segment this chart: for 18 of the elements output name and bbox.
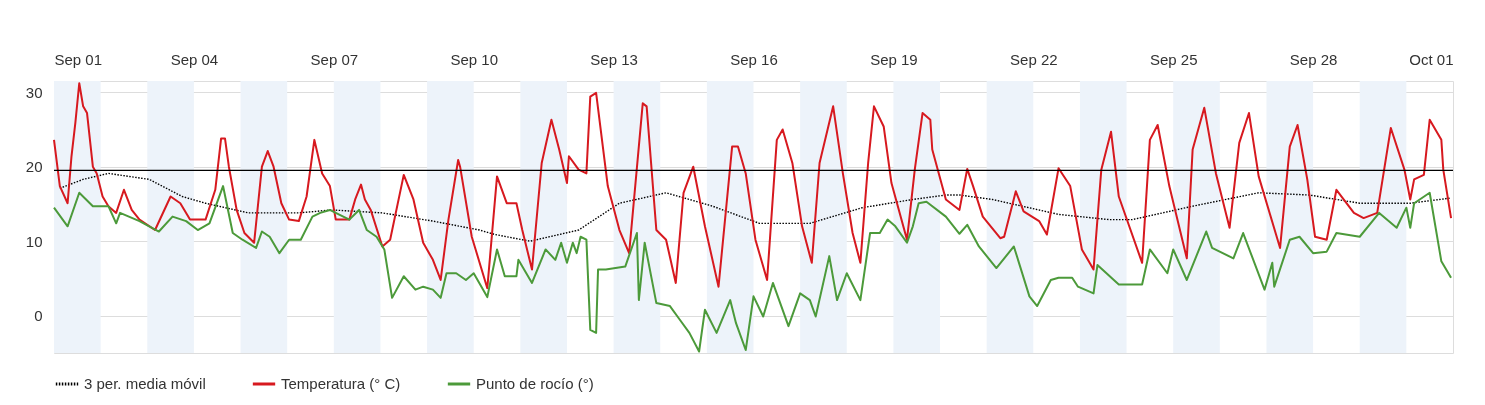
x-tick-label: Sep 01: [54, 50, 103, 68]
x-tick-label: Oct 01: [1409, 50, 1454, 68]
x-tick-label: Sep 28: [1289, 50, 1338, 68]
y-tick-label: 10: [25, 232, 43, 250]
x-tick-label: Sep 22: [1010, 50, 1058, 68]
x-tick-label: Sep 07: [310, 50, 359, 68]
y-tick-label: 0: [34, 307, 43, 325]
x-tick-label: Sep 16: [730, 50, 778, 68]
legend-label: Temperatura (° C): [281, 375, 401, 392]
legend-label: Punto de rocío (°): [476, 375, 594, 392]
x-tick-label: Sep 04: [170, 50, 219, 68]
y-tick-label: 20: [25, 158, 43, 176]
x-tick-label: Sep 25: [1149, 50, 1198, 68]
x-tick-label: Sep 13: [590, 50, 638, 68]
y-tick-label: 30: [25, 83, 43, 101]
legend-label: 3 per. media móvil: [84, 375, 206, 392]
x-tick-label: Sep 19: [870, 50, 918, 68]
x-tick-label: Sep 10: [450, 50, 498, 68]
